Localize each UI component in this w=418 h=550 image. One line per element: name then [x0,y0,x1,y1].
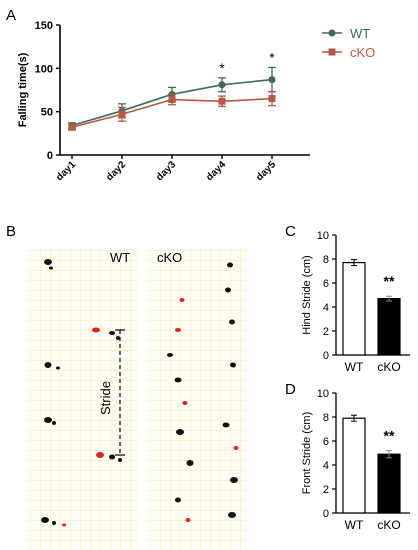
significance-marker: ** [384,428,395,444]
significance-marker: * [219,60,225,76]
footprint-label-wt: WT [110,250,130,265]
footprints-cko [167,262,239,522]
legend: WT cKO [322,26,375,60]
legend-item-cko: cKO [322,45,375,60]
y-tick-label: 2 [323,484,329,496]
bar-cko [377,298,401,356]
data-point-cko [268,95,276,103]
y-tick-label: 8 [323,254,329,266]
x-tick-label: day2 [104,159,128,183]
y-tick-label: 50 [41,107,53,119]
panel-c-letter: C [285,223,296,240]
bar-wt [342,417,366,514]
x-tick-label: day4 [204,159,228,183]
y-axis-label: Falling time(s) [17,52,29,127]
y-tick-label: 0 [47,150,53,162]
y-tick-label: 10 [317,388,329,400]
y-tick-label: 10 [317,230,329,242]
stride-label: Stride [98,381,113,415]
x-tick-label: day3 [154,159,178,183]
panel-b-letter: B [6,223,16,240]
data-point-cko [118,110,126,118]
bar-cko [377,453,401,514]
y-tick-label: 4 [323,460,329,472]
data-point-cko [168,96,176,104]
y-axis-label: Front Stride (cm) [301,412,313,495]
x-tick-label: WT [345,360,364,374]
bar-wt [342,262,366,356]
x-tick-label: cKO [377,518,400,532]
significance-marker: * [269,49,275,65]
hind-stride-chart: Hind Stride (cm) 0 2 4 6 8 10 WT cKO ** [301,230,410,374]
data-point-wt [268,76,276,84]
footprints-wt [41,259,122,527]
footprint-paper-wt [27,247,139,550]
legend-label-wt: WT [350,26,370,41]
x-tick-label: WT [345,518,364,532]
footprint-label-cko: cKO [157,250,182,265]
y-tick-label: 2 [323,326,329,338]
y-tick-label: 4 [323,302,329,314]
legend-label-cko: cKO [350,45,375,60]
y-tick-label: 8 [323,412,329,424]
front-stride-chart: Front Stride (cm) 0 2 4 6 8 10 WT cKO ** [301,388,410,532]
legend-item-wt: WT [322,26,370,41]
y-axis-label: Hind Stride (cm) [301,255,313,334]
data-point-cko [68,123,76,131]
significance-marker: ** [384,273,395,289]
y-tick-label: 150 [35,20,53,32]
y-tick-label: 6 [323,278,329,290]
footprint-image: WT cKO Stride [27,247,247,550]
y-tick-label: 0 [323,350,329,362]
x-tick-label: day5 [254,159,278,183]
x-tick-label: day1 [54,159,78,183]
x-tick-label: cKO [377,360,400,374]
y-tick-label: 100 [35,63,53,75]
data-point-cko [218,97,226,105]
panel-d-letter: D [285,381,296,398]
data-point-wt [218,81,226,89]
falling-time-chart: Falling time(s) 0 50 100 150 day1 day2 day3 da… [17,20,375,183]
panel-a-letter: A [6,7,16,24]
footprint-paper-cko [147,247,247,550]
y-tick-label: 6 [323,436,329,448]
y-tick-label: 0 [323,508,329,520]
